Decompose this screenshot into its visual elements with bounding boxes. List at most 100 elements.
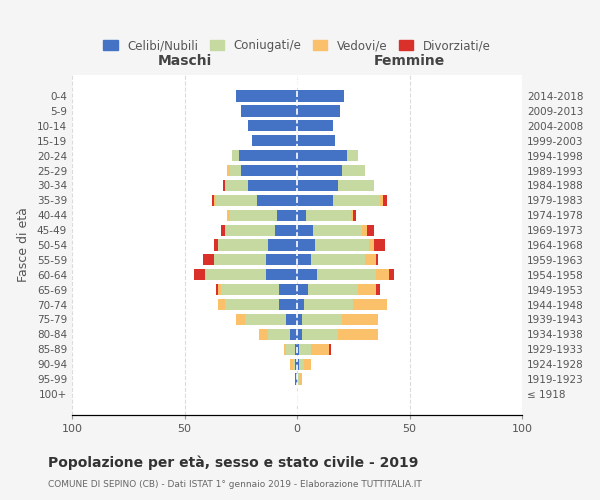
Bar xyxy=(351,210,353,221)
Bar xyxy=(203,254,214,266)
Bar xyxy=(265,254,297,266)
Bar xyxy=(218,284,221,296)
Bar xyxy=(297,329,302,340)
Bar xyxy=(315,240,369,250)
Bar xyxy=(290,329,297,340)
Text: Femmine: Femmine xyxy=(374,54,445,68)
Bar xyxy=(297,135,335,146)
Bar xyxy=(236,314,245,325)
Bar xyxy=(225,299,279,310)
Bar xyxy=(380,194,383,206)
Bar xyxy=(225,180,248,191)
Bar xyxy=(229,165,241,176)
Bar xyxy=(362,224,367,235)
Bar xyxy=(218,240,268,250)
Bar xyxy=(286,344,295,355)
Bar xyxy=(297,254,311,266)
Text: COMUNE DI SEPINO (CB) - Dati ISTAT 1° gennaio 2019 - Elaborazione TUTTITALIA.IT: COMUNE DI SEPINO (CB) - Dati ISTAT 1° ge… xyxy=(48,480,422,489)
Bar xyxy=(216,284,218,296)
Bar xyxy=(223,180,225,191)
Bar xyxy=(297,120,333,132)
Bar xyxy=(389,269,394,280)
Y-axis label: Fasce di età: Fasce di età xyxy=(17,208,30,282)
Bar xyxy=(295,344,297,355)
Bar xyxy=(297,240,315,250)
Bar xyxy=(376,269,389,280)
Legend: Celibi/Nubili, Coniugati/e, Vedovi/e, Divorziati/e: Celibi/Nubili, Coniugati/e, Vedovi/e, Di… xyxy=(97,34,497,58)
Bar xyxy=(311,344,329,355)
Bar xyxy=(221,284,279,296)
Bar xyxy=(299,344,311,355)
Bar xyxy=(383,194,387,206)
Bar xyxy=(297,180,337,191)
Bar xyxy=(275,224,297,235)
Bar xyxy=(297,358,299,370)
Bar xyxy=(297,90,344,102)
Bar xyxy=(342,314,378,325)
Bar xyxy=(297,210,306,221)
Bar xyxy=(297,344,299,355)
Text: Popolazione per età, sesso e stato civile - 2019: Popolazione per età, sesso e stato civil… xyxy=(48,455,418,469)
Bar xyxy=(342,165,365,176)
Bar xyxy=(212,194,214,206)
Bar xyxy=(306,210,351,221)
Bar xyxy=(297,314,302,325)
Bar xyxy=(304,358,311,370)
Bar xyxy=(252,135,297,146)
Bar xyxy=(337,329,378,340)
Bar xyxy=(257,194,297,206)
Bar xyxy=(221,224,225,235)
Bar xyxy=(308,284,358,296)
Bar xyxy=(239,150,297,161)
Bar xyxy=(313,224,362,235)
Bar xyxy=(297,194,333,206)
Bar xyxy=(297,374,299,384)
Bar xyxy=(297,106,340,117)
Bar xyxy=(236,90,297,102)
Bar xyxy=(376,284,380,296)
Bar xyxy=(227,165,229,176)
Bar xyxy=(214,254,265,266)
Bar xyxy=(329,344,331,355)
Bar xyxy=(279,299,297,310)
Bar xyxy=(259,329,268,340)
Bar xyxy=(241,106,297,117)
Bar xyxy=(302,314,342,325)
Bar xyxy=(317,269,376,280)
Bar xyxy=(268,240,297,250)
Bar xyxy=(299,374,302,384)
Bar xyxy=(369,240,373,250)
Bar xyxy=(293,358,295,370)
Text: Maschi: Maschi xyxy=(157,54,212,68)
Bar xyxy=(365,254,376,266)
Bar xyxy=(286,314,297,325)
Bar xyxy=(229,210,277,221)
Bar xyxy=(304,299,353,310)
Bar xyxy=(347,150,358,161)
Bar xyxy=(232,150,239,161)
Bar xyxy=(302,329,337,340)
Bar xyxy=(297,165,342,176)
Bar xyxy=(279,284,297,296)
Bar xyxy=(216,194,257,206)
Bar xyxy=(299,358,304,370)
Bar xyxy=(205,269,265,280)
Bar xyxy=(295,358,297,370)
Bar xyxy=(297,150,347,161)
Bar xyxy=(295,374,297,384)
Bar xyxy=(227,210,229,221)
Bar xyxy=(265,269,297,280)
Bar xyxy=(376,254,378,266)
Bar xyxy=(297,224,313,235)
Bar xyxy=(241,165,297,176)
Bar xyxy=(333,194,380,206)
Bar xyxy=(358,284,376,296)
Bar xyxy=(277,210,297,221)
Bar xyxy=(311,254,365,266)
Bar xyxy=(353,210,355,221)
Bar xyxy=(214,240,218,250)
Bar xyxy=(337,180,373,191)
Bar xyxy=(290,358,293,370)
Bar xyxy=(245,314,286,325)
Bar xyxy=(193,269,205,280)
